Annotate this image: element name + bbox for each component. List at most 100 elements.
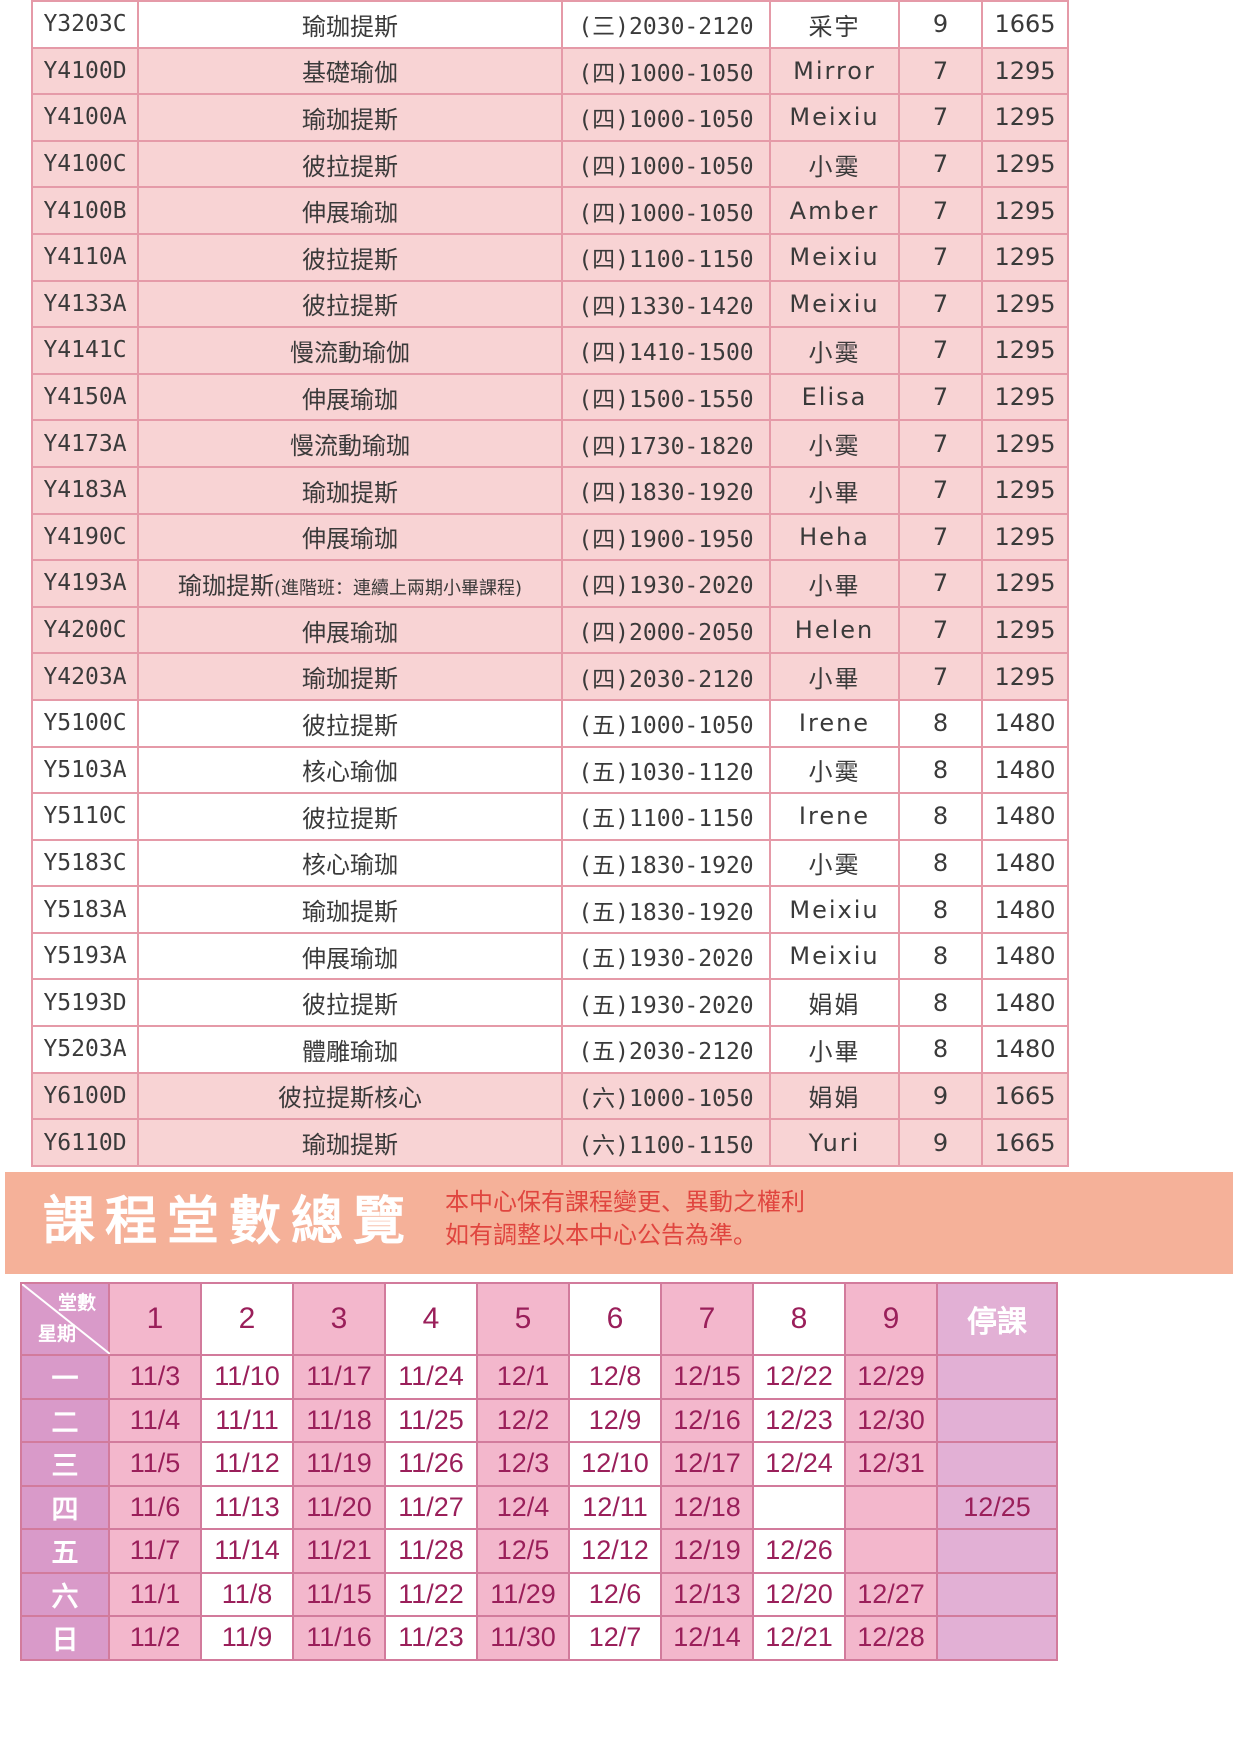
class-teacher-cell: Yuri [769, 1118, 900, 1167]
class-code-cell: Y6110D [31, 1118, 139, 1167]
class-teacher-cell: Irene [769, 698, 900, 748]
class-name-text: 瑜珈提斯 [302, 1131, 398, 1160]
class-teacher-text: 娟娟 [808, 1084, 861, 1113]
class-time-cell: (五)1930-2020 [561, 978, 771, 1028]
class-time-cell: (四)1000-1050 [561, 93, 771, 142]
class-time-cell: (六)1100-1150 [561, 1118, 771, 1167]
class-code-text: Y4100B [43, 197, 127, 224]
class-sessions-cell: 7 [898, 232, 983, 282]
class-name-note: (進階班：連續上兩期小畢課程) [273, 577, 523, 599]
class-row: Y6110D 瑜珈提斯 (六)1100-1150 Yuri 9 1665 [31, 1118, 1069, 1167]
class-sessions-text: 8 [932, 988, 949, 1017]
class-row: Y5193A 伸展瑜珈 (五)1930-2020 Meixiu 8 1480 [31, 931, 1069, 981]
session-date-cell: 12/6 [568, 1571, 662, 1617]
class-price-text: 1295 [994, 662, 1056, 691]
session-date-cell: 12/31 [844, 1441, 938, 1487]
class-teacher-cell: 小畢 [769, 1025, 900, 1074]
class-code-text: Y4100C [43, 151, 127, 178]
weekday-label: 五 [20, 1528, 110, 1574]
session-date-cell: 12/10 [568, 1441, 662, 1487]
class-sessions-text: 8 [932, 709, 949, 738]
class-teacher-cell: 小霙 [769, 838, 900, 888]
class-sessions-cell: 8 [898, 745, 983, 795]
class-name-cell: 核心瑜珈 [137, 838, 563, 888]
class-sessions-text: 9 [932, 10, 949, 39]
class-sessions-text: 7 [932, 569, 949, 598]
session-number-header: 5 [476, 1282, 570, 1356]
class-time-text: (四)2030-2120 [578, 666, 754, 693]
class-code-cell: Y5103A [31, 745, 139, 795]
session-date-cell: 11/28 [384, 1528, 478, 1574]
class-time-text: (六)1100-1150 [578, 1132, 754, 1159]
class-sessions-text: 8 [932, 1035, 949, 1064]
session-date-cell: 12/22 [752, 1354, 846, 1400]
class-name-cell: 瑜珈提斯 [137, 885, 563, 934]
class-name-text: 彼拉提斯核心 [278, 1084, 422, 1113]
class-name-text: 彼拉提斯 [302, 292, 398, 321]
class-teacher-cell: Mirror [769, 46, 900, 96]
session-number-header: 8 [752, 1282, 846, 1356]
class-sessions-text: 7 [932, 243, 949, 272]
session-date-cell: 11/27 [384, 1484, 478, 1530]
session-number-header: 9 [844, 1282, 938, 1356]
session-date-cell: 12/17 [660, 1441, 754, 1487]
class-time-text: (四)1900-1950 [578, 526, 754, 553]
class-price-text: 1295 [994, 429, 1056, 458]
class-name-cell: 瑜珈提斯 [137, 93, 563, 142]
weekday-row: 二 11/4 11/11 11/18 11/25 12/2 12/9 12/16 12/23 12… [20, 1397, 1058, 1443]
weekday-label: 三 [20, 1441, 110, 1487]
suspended-date-cell [936, 1354, 1058, 1400]
session-date-cell: 11/4 [108, 1397, 202, 1443]
class-sessions-cell: 8 [898, 885, 983, 934]
class-teacher-cell: Meixiu [769, 885, 900, 934]
session-date-cell: 12/28 [844, 1615, 938, 1661]
class-row: Y5203A 體雕瑜珈 (五)2030-2120 小畢 8 1480 [31, 1025, 1069, 1074]
class-row: Y5103A 核心瑜伽 (五)1030-1120 小霙 8 1480 [31, 745, 1069, 795]
count-header-row: 堂數 星期 1 2 3 4 5 6 7 8 9 停課 [20, 1282, 1058, 1356]
class-name-text: 慢流動瑜伽 [290, 338, 410, 367]
suspended-date-cell [936, 1528, 1058, 1574]
class-teacher-text: Irene [798, 709, 871, 738]
class-row: Y4100B 伸展瑜珈 (四)1000-1050 Amber 7 1295 [31, 186, 1069, 235]
class-row: Y3203C 瑜珈提斯 (三)2030-2120 采宇 9 1665 [31, 0, 1069, 49]
class-code-text: Y4100A [43, 104, 127, 131]
class-teacher-cell: Heha [769, 512, 900, 562]
weekday-row: 一 11/3 11/10 11/17 11/24 12/1 12/8 12/15 12/22 12… [20, 1354, 1058, 1400]
class-code-text: Y5203A [43, 1036, 127, 1063]
class-name-text: 基礎瑜伽 [302, 59, 398, 88]
suspended-date-cell [936, 1571, 1058, 1617]
class-teacher-cell: Meixiu [769, 931, 900, 981]
suspended-date-cell [936, 1441, 1058, 1487]
class-sessions-text: 7 [932, 662, 949, 691]
class-name-cell: 核心瑜伽 [137, 745, 563, 795]
class-name-text: 彼拉提斯 [302, 991, 398, 1020]
class-sessions-text: 7 [932, 103, 949, 132]
session-date-cell: 11/2 [108, 1615, 202, 1661]
class-sessions-text: 8 [932, 848, 949, 877]
session-date-cell: 12/13 [660, 1571, 754, 1617]
session-date-cell: 12/7 [568, 1615, 662, 1661]
class-price-text: 1480 [994, 802, 1056, 831]
class-name-cell: 慢流動瑜伽 [137, 326, 563, 375]
class-sessions-cell: 7 [898, 93, 983, 142]
class-teacher-text: 小畢 [808, 1037, 861, 1066]
class-sessions-cell: 8 [898, 838, 983, 888]
class-time-text: (五)1830-1920 [578, 852, 754, 879]
session-date-cell: 12/21 [752, 1615, 846, 1661]
class-name-cell: 彼拉提斯 [137, 698, 563, 748]
class-name-cell: 慢流動瑜珈 [137, 419, 563, 468]
class-time-cell: (四)2030-2120 [561, 652, 771, 701]
overview-notice: 本中心保有課程變更、異動之權利 如有調整以本中心公告為準。 [445, 1186, 805, 1252]
class-sessions-cell: 7 [898, 186, 983, 235]
class-price-cell: 1480 [981, 978, 1069, 1028]
class-name-cell: 彼拉提斯 [137, 232, 563, 282]
class-name-text: 慢流動瑜珈 [290, 432, 410, 461]
class-code-text: Y5100C [43, 710, 127, 737]
class-row: Y4100A 瑜珈提斯 (四)1000-1050 Meixiu 7 1295 [31, 93, 1069, 142]
class-time-text: (五)1930-2020 [578, 992, 754, 1019]
class-time-text: (四)1000-1050 [578, 107, 754, 134]
class-time-cell: (四)1730-1820 [561, 419, 771, 468]
class-sessions-cell: 7 [898, 372, 983, 422]
class-price-text: 1480 [994, 895, 1056, 924]
class-time-cell: (四)1900-1950 [561, 512, 771, 562]
